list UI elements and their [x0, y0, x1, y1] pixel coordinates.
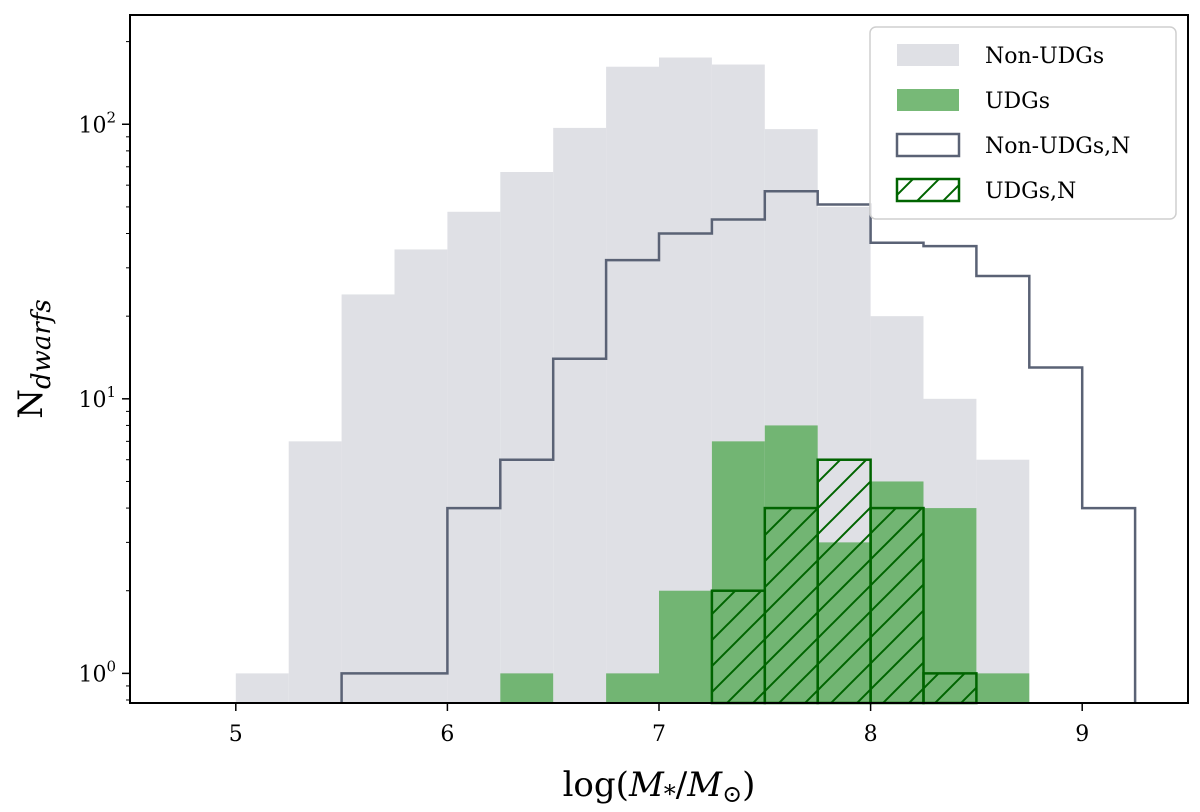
legend: Non-UDGs UDGs Non-UDGs,N UDGs,N — [869, 26, 1177, 220]
udgs-n-bar — [869, 506, 925, 705]
non-udgs-bar — [606, 66, 659, 704]
x-tick-label: 7 — [652, 722, 666, 747]
legend-swatch — [895, 132, 961, 158]
legend-label: Non-UDGs,N — [985, 134, 1130, 159]
udgs-n-bar — [710, 589, 767, 705]
non-udgs-bar — [976, 459, 1030, 703]
non-udgs-bar — [553, 127, 607, 704]
y-axis-title: Ndwarfs — [11, 299, 57, 419]
y-axis: 100 101 102 — [78, 41, 130, 701]
non-udgs-n-step-line — [340, 190, 1137, 703]
legend-label: UDGs — [985, 89, 1050, 114]
x-tick-label: 5 — [229, 722, 243, 747]
y-tick-label: 100 — [78, 657, 116, 687]
non-udgs-bar — [341, 294, 395, 703]
legend-label: UDGs,N — [985, 179, 1076, 204]
udgs-n-bar — [922, 672, 978, 705]
legend-swatch — [897, 89, 959, 111]
x-axis: 5 6 7 8 9 — [229, 703, 1089, 747]
x-tick-label: 8 — [864, 722, 878, 747]
non-udgs-bar — [235, 673, 289, 703]
non-udgs-bar — [500, 172, 554, 703]
udgs-bar — [976, 673, 1030, 703]
udgs-bar — [659, 590, 712, 703]
non-udgs-bar — [447, 211, 501, 704]
x-tick-label: 6 — [440, 722, 454, 747]
non-udgs-bar — [288, 441, 342, 703]
legend-box — [869, 26, 1177, 220]
udgs-n-bar — [763, 506, 819, 705]
x-tick-label: 9 — [1075, 722, 1089, 747]
x-axis-title: log(M*/M⊙) — [563, 765, 756, 808]
udgs-bar — [923, 508, 977, 703]
legend-label: Non-UDGs — [985, 44, 1104, 69]
legend-swatch — [897, 44, 959, 66]
udgs-n-bar — [816, 458, 872, 705]
udgs-bar — [606, 673, 659, 703]
y-tick-label: 101 — [78, 383, 116, 413]
udgs-n-bars — [710, 458, 978, 705]
non-udgs-bar — [394, 249, 448, 703]
legend-swatch — [895, 177, 961, 203]
y-tick-label: 102 — [78, 108, 116, 138]
udgs-bar — [500, 673, 554, 703]
